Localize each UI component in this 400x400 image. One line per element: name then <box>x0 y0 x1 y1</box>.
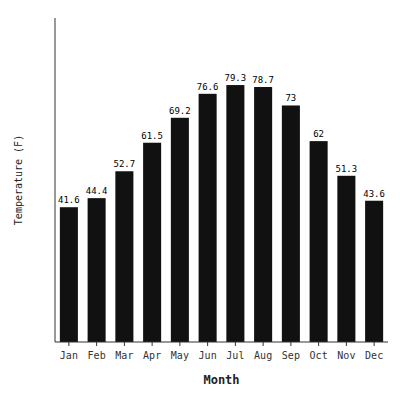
x-tick <box>68 342 69 346</box>
x-tick-label: Jan <box>60 350 78 361</box>
x-axis-label: Month <box>203 373 239 387</box>
x-tick <box>374 342 375 346</box>
x-tick <box>318 342 319 346</box>
bar <box>199 94 217 342</box>
bar <box>310 141 328 342</box>
data-label: 41.6 <box>58 195 80 205</box>
x-tick <box>207 342 208 346</box>
y-axis-line <box>55 18 56 342</box>
x-tick-label: May <box>171 350 189 361</box>
data-label: 78.7 <box>252 75 274 85</box>
x-tick-label: Jul <box>226 350 244 361</box>
x-tick-label: Mar <box>115 350 133 361</box>
data-label: 62 <box>313 129 324 139</box>
y-axis-label: Temperature (F) <box>13 135 24 225</box>
x-tick <box>179 342 180 346</box>
chart-container: 41.6 44.4 52.7 61.5 69.2 76.6 79.3 78.7 73 62 51.3… <box>0 0 400 400</box>
x-tick <box>152 342 153 346</box>
bar <box>171 118 189 342</box>
data-label: 44.4 <box>86 186 108 196</box>
x-tick-label: Oct <box>310 350 328 361</box>
bar <box>226 85 244 342</box>
x-tick-label: Aug <box>254 350 272 361</box>
data-label: 69.2 <box>169 106 191 116</box>
x-tick-label: Nov <box>337 350 355 361</box>
x-tick <box>124 342 125 346</box>
x-tick <box>263 342 264 346</box>
bar <box>282 105 300 342</box>
x-tick <box>290 342 291 346</box>
data-label: 51.3 <box>336 164 358 174</box>
data-label: 43.6 <box>363 189 385 199</box>
x-tick-label: Feb <box>88 350 106 361</box>
bar <box>337 176 355 342</box>
x-axis-line <box>55 342 388 343</box>
bar <box>254 87 272 342</box>
x-tick-label: Apr <box>143 350 161 361</box>
data-label: 73 <box>285 93 296 103</box>
x-tick <box>346 342 347 346</box>
x-tick <box>235 342 236 346</box>
bar <box>143 143 161 342</box>
x-tick-label: Sep <box>282 350 300 361</box>
bar <box>88 198 106 342</box>
bar <box>60 207 78 342</box>
data-label: 52.7 <box>114 159 136 169</box>
chart-svg: 41.6 44.4 52.7 61.5 69.2 76.6 79.3 78.7 73 62 51.3… <box>0 0 400 400</box>
data-label: 61.5 <box>141 131 163 141</box>
x-tick-label: Jun <box>199 350 217 361</box>
bar <box>365 201 383 342</box>
bar <box>115 171 133 342</box>
x-tick <box>96 342 97 346</box>
x-tick-label: Dec <box>365 350 383 361</box>
bars <box>60 85 383 342</box>
data-label: 79.3 <box>225 73 247 83</box>
data-label: 76.6 <box>197 82 219 92</box>
